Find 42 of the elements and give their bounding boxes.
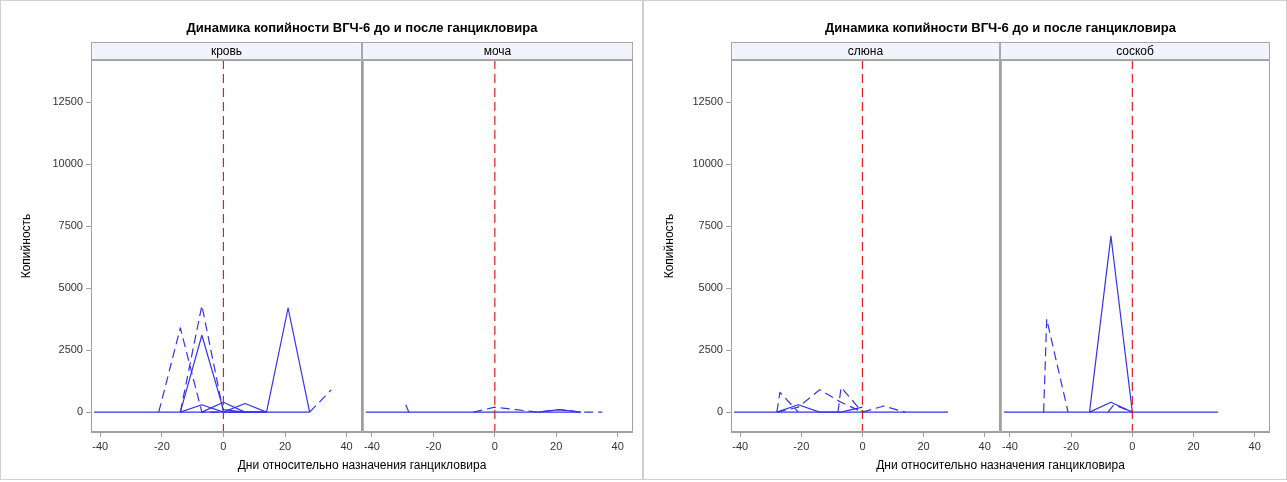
x-tick-label: 40 [978, 439, 991, 452]
x-tick-label: 20 [917, 439, 930, 452]
y-tick-label: 7500 [58, 219, 83, 232]
x-tick-label: 20 [550, 439, 563, 452]
x-tick-label: 0 [220, 439, 227, 452]
x-tick-label: -40 [92, 439, 109, 452]
y-tick-label: 0 [76, 405, 83, 418]
y-tick-label: 10000 [52, 157, 83, 170]
x-tick-label: -40 [364, 439, 380, 452]
x-tick-label: -20 [425, 439, 442, 452]
y-tick-label: 7500 [698, 219, 723, 232]
x-tick-label: 40 [1248, 439, 1261, 452]
x-tick-label: 40 [611, 439, 624, 452]
x-axis-title: Дни относительно назначения ганцикловира [875, 458, 1126, 472]
x-tick-label: -20 [793, 439, 810, 452]
chart-title: Динамика копийности ВГЧ-6 до и после ганцикловира [824, 20, 1177, 35]
x-tick-label: 40 [340, 439, 353, 452]
y-tick-label: 10000 [692, 157, 723, 170]
x-tick-label: 0 [491, 439, 498, 452]
x-tick-label: 20 [1187, 439, 1200, 452]
x-tick-label: -40 [732, 439, 749, 452]
x-axis-title: Дни относительно назначения ганцикловира [236, 458, 488, 472]
y-tick-label: 5000 [58, 281, 83, 294]
y-tick-label: 2500 [698, 343, 723, 356]
chart-subtitle: соскоб [1000, 42, 1270, 60]
chart-subtitle: кровь [91, 42, 362, 60]
y-axis-title: Копийность [18, 213, 33, 279]
x-tick-label: -20 [1063, 439, 1080, 452]
chart-subtitle: слюна [731, 42, 1000, 60]
chart-subtitle: моча [362, 42, 633, 60]
y-tick-label: 0 [716, 405, 723, 418]
x-tick-label: -40 [1002, 439, 1018, 452]
chart-title: Динамика копийности ВГЧ-6 до и после ганцикловира [185, 20, 539, 35]
y-tick-label: 2500 [58, 343, 83, 356]
x-tick-label: -20 [153, 439, 170, 452]
y-tick-label: 5000 [698, 281, 723, 294]
y-axis-title: Копийность [661, 213, 676, 279]
x-tick-label: 0 [1129, 439, 1136, 452]
x-tick-label: 20 [278, 439, 292, 452]
x-tick-label: 0 [859, 439, 866, 452]
y-tick-label: 12500 [52, 95, 83, 108]
y-tick-label: 12500 [692, 95, 723, 108]
